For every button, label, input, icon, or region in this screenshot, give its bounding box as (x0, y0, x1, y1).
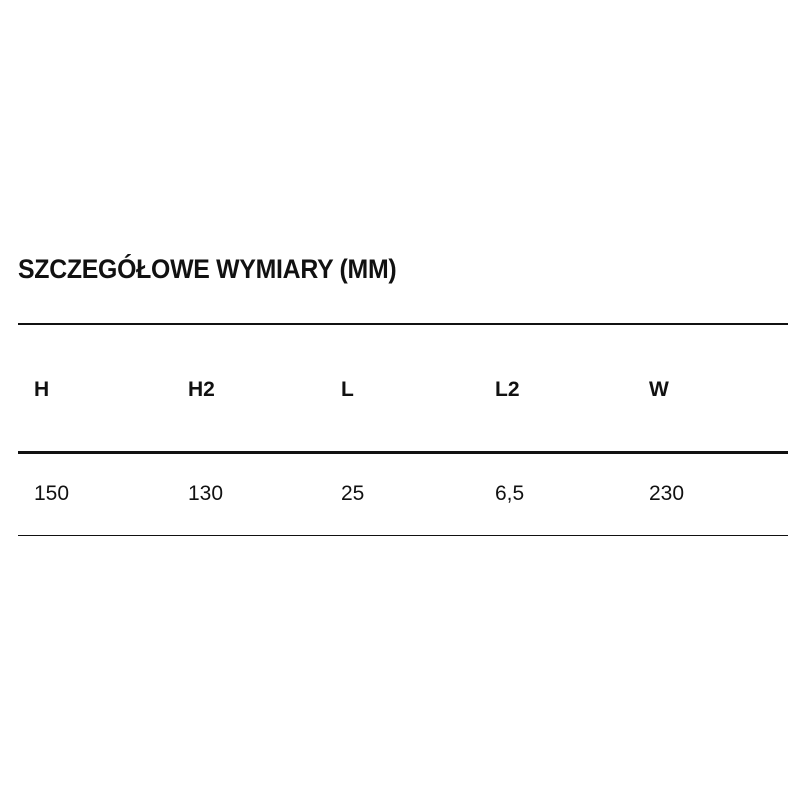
cell-l2: 6,5 (495, 482, 525, 505)
section-title: SZCZEGÓŁOWE WYMIARY (MM) (18, 254, 397, 284)
table-bottom-divider (18, 535, 788, 536)
header-divider (18, 451, 788, 454)
column-header-w: W (649, 378, 669, 401)
column-header-h2: H2 (188, 378, 215, 401)
cell-h2: 130 (188, 482, 224, 505)
column-header-l2: L2 (495, 378, 520, 401)
cell-h: 150 (34, 482, 70, 505)
column-header-l: L (341, 378, 354, 401)
cell-l: 25 (341, 482, 365, 505)
cell-w: 230 (649, 482, 685, 505)
table-top-divider (18, 323, 788, 325)
column-header-h: H (34, 378, 50, 401)
